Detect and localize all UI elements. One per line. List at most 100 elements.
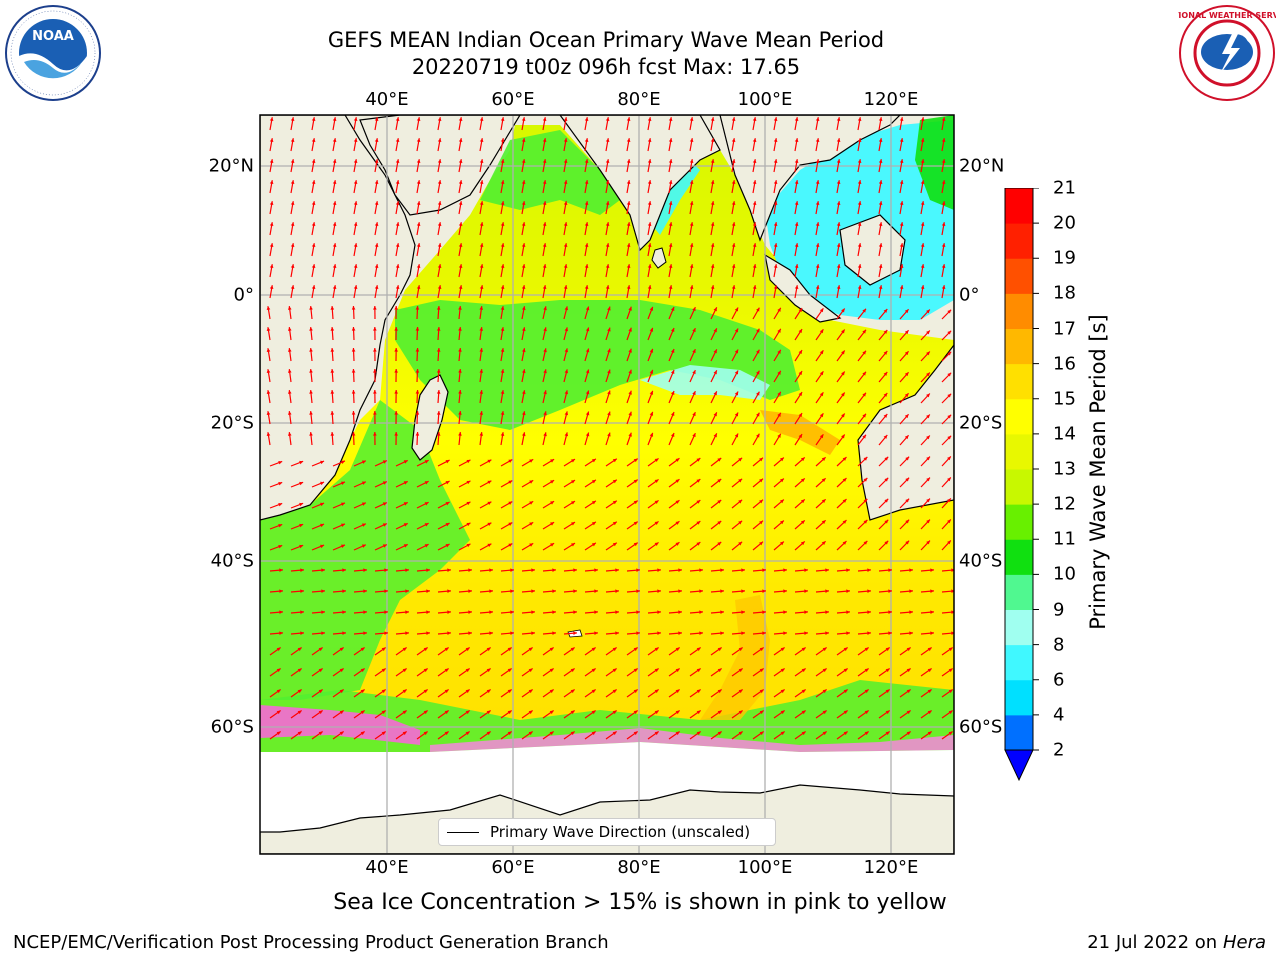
colorbar-tick-label: 12 — [1053, 493, 1076, 515]
wave-direction-arrowhead — [332, 201, 337, 206]
wave-direction-arrowhead — [654, 689, 659, 694]
wave-direction-arrowhead — [759, 478, 763, 483]
wave-direction-arrowhead — [675, 668, 680, 673]
wave-direction-arrowhead — [780, 710, 785, 715]
lon-tick-top-80e: 80°E — [617, 89, 661, 110]
wave-direction-arrowhead — [731, 243, 736, 248]
wave-direction-arrowhead — [947, 435, 952, 440]
wave-direction-arrowhead — [444, 668, 449, 673]
wave-direction-arrowhead — [487, 459, 492, 464]
wave-direction-arrowhead — [458, 138, 463, 143]
wave-direction-arrowhead — [458, 327, 462, 331]
wave-direction-arrowhead — [276, 689, 281, 694]
wave-direction-arrowhead — [279, 610, 283, 614]
wave-direction-arrowhead — [361, 544, 366, 548]
wave-direction-arrowhead — [612, 731, 617, 736]
wave-direction-arrowhead — [444, 689, 449, 694]
wave-direction-arrowhead — [373, 306, 377, 310]
wave-direction-arrowhead — [780, 668, 785, 673]
wave-direction-arrowhead — [426, 631, 430, 635]
wave-direction-arrowhead — [731, 222, 736, 227]
wave-direction-arrowhead — [585, 432, 590, 437]
wave-direction-arrowhead — [675, 521, 680, 525]
wave-direction-arrowhead — [507, 731, 512, 736]
wave-direction-arrowhead — [445, 460, 450, 464]
wave-direction-arrowhead — [626, 117, 631, 122]
wave-direction-arrowhead — [564, 306, 569, 311]
wave-direction-arrowhead — [626, 180, 631, 185]
wave-direction-arrowhead — [926, 456, 930, 461]
wave-direction-arrowhead — [266, 432, 271, 436]
wave-direction-arrowhead — [423, 689, 428, 694]
wave-direction-arrowhead — [864, 710, 869, 715]
wave-direction-arrowhead — [836, 222, 841, 227]
wave-direction-arrowhead — [500, 285, 505, 290]
wave-direction-arrowhead — [628, 306, 632, 311]
wave-direction-arrowhead — [290, 243, 295, 248]
wave-direction-arrowhead — [424, 544, 429, 548]
wave-direction-arrowhead — [403, 481, 408, 485]
wave-direction-arrowhead — [762, 631, 766, 635]
wave-direction-arrowhead — [340, 544, 345, 548]
wave-direction-arrowhead — [941, 117, 946, 122]
wave-direction-arrowhead — [885, 731, 890, 736]
wave-direction-arrowhead — [867, 568, 871, 572]
wave-direction-arrowhead — [510, 589, 514, 593]
wave-direction-arrowhead — [591, 500, 596, 505]
wave-direction-arrowhead — [416, 222, 421, 227]
wave-direction-arrowhead — [864, 668, 869, 673]
wave-direction-arrowhead — [479, 411, 484, 415]
wave-direction-arrowhead — [563, 243, 568, 248]
wave-direction-arrowhead — [594, 610, 598, 614]
wave-direction-arrowhead — [905, 498, 910, 503]
wave-direction-arrowhead — [842, 478, 847, 482]
wave-direction-arrowhead — [947, 393, 952, 398]
wave-direction-arrowhead — [487, 480, 492, 485]
wave-direction-arrowhead — [842, 457, 847, 461]
wave-direction-arrowhead — [351, 306, 356, 310]
wave-direction-arrowhead — [466, 522, 471, 527]
wave-direction-arrowhead — [927, 647, 932, 652]
wave-direction-arrowhead — [607, 369, 611, 374]
wave-direction-arrowhead — [668, 159, 673, 164]
wave-direction-arrowhead — [649, 348, 654, 353]
wave-direction-arrowhead — [508, 522, 513, 526]
wave-direction-arrowhead — [731, 138, 736, 143]
wave-direction-arrowhead — [416, 117, 421, 122]
borneo-java — [839, 214, 906, 286]
wave-direction-arrowhead — [394, 369, 398, 373]
wave-direction-arrowhead — [878, 159, 883, 164]
wave-direction-arrowhead — [864, 689, 869, 694]
wave-direction-arrowhead — [841, 329, 845, 334]
wave-direction-arrowhead — [752, 243, 757, 248]
wave-direction-arrowhead — [437, 180, 442, 185]
wave-direction-arrowhead — [570, 689, 575, 694]
wave-direction-arrowhead — [717, 668, 722, 673]
wave-direction-arrowhead — [563, 285, 568, 290]
wave-direction-arrowhead — [612, 479, 617, 484]
wave-direction-arrowhead — [734, 328, 739, 333]
wave-direction-arrowhead — [466, 543, 471, 548]
wave-direction-arrowhead — [564, 390, 569, 395]
wave-direction-arrowhead — [885, 710, 890, 715]
wave-direction-arrowhead — [571, 459, 576, 463]
wave-direction-arrowhead — [269, 243, 274, 248]
wave-direction-arrowhead — [762, 589, 766, 593]
wave-direction-arrowhead — [563, 159, 568, 164]
wave-direction-arrowhead — [299, 460, 304, 465]
wave-direction-arrowhead — [920, 243, 925, 248]
wave-direction-arrowhead — [800, 520, 805, 525]
wave-direction-arrowhead — [437, 243, 442, 248]
wave-direction-arrowhead — [710, 243, 715, 248]
wave-direction-arrowhead — [591, 731, 596, 736]
wave-direction-arrowhead — [836, 243, 841, 248]
wave-direction-arrowhead — [276, 710, 281, 715]
wave-direction-arrowhead — [904, 414, 909, 419]
wave-direction-arrowhead — [612, 521, 617, 526]
wave-direction-arrowhead — [612, 689, 617, 694]
wave-direction-arrowhead — [384, 589, 388, 593]
wave-direction-arrowhead — [416, 180, 421, 185]
wave-direction-arrowhead — [941, 243, 946, 248]
wave-direction-arrowhead — [330, 327, 335, 331]
wave-direction-arrowhead — [878, 264, 883, 269]
